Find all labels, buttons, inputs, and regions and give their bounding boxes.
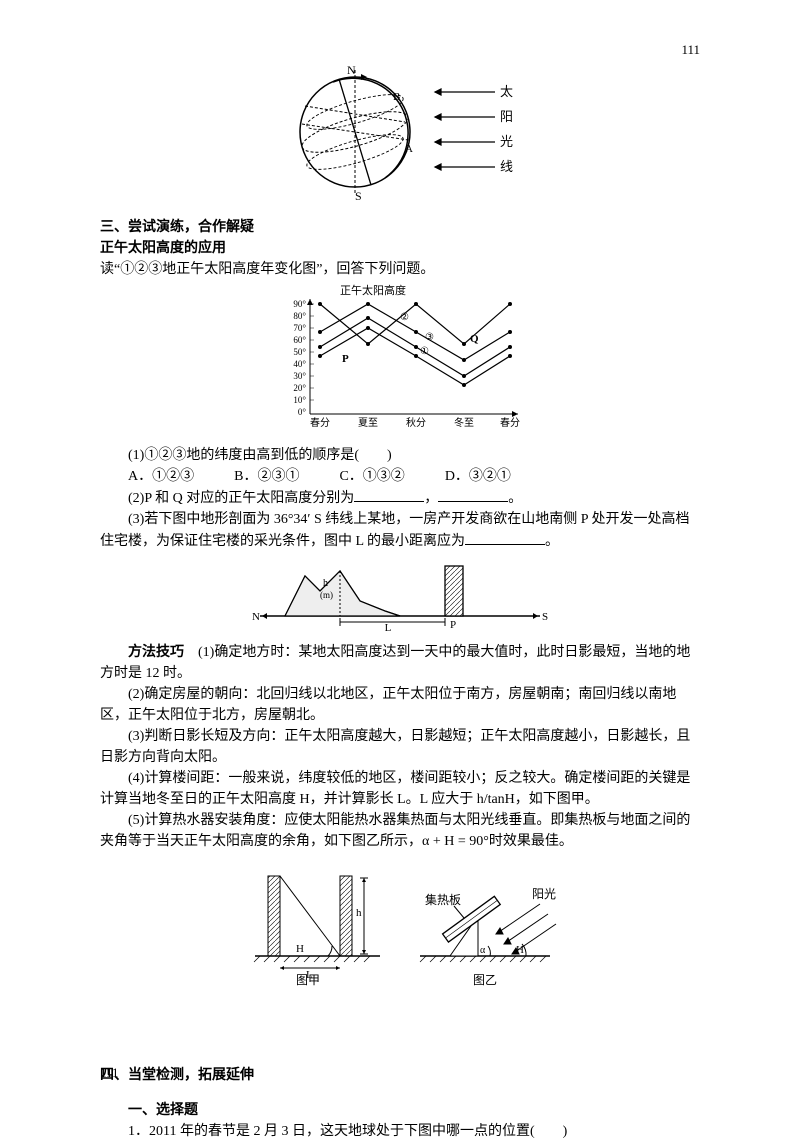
svg-text:h: h [356, 907, 362, 919]
opt-D[interactable]: D．③②① [445, 466, 511, 487]
page: 111 N S B A [0, 0, 800, 1132]
q3: (3)若下图中地形剖面为 36°34′ S 纬线上某地，一房产开发商欲在山地南侧… [100, 509, 700, 552]
svg-text:集热板: 集热板 [425, 892, 461, 907]
svg-text:N: N [252, 611, 260, 623]
svg-text:图甲: 图甲 [296, 973, 320, 986]
page-number-top: 111 [681, 40, 700, 60]
section3-subtitle: 正午太阳高度的应用 [100, 238, 700, 259]
svg-text:80°: 80° [293, 311, 306, 321]
svg-text:①: ① [420, 346, 429, 357]
svg-text:70°: 70° [293, 323, 306, 333]
svg-text:P: P [342, 353, 349, 365]
svg-text:春分: 春分 [500, 417, 520, 429]
m4: (4)计算楼间距：一般来说，纬度较低的地区，楼间距较小；反之较大。确定楼间距的关… [100, 768, 700, 810]
q1-stem: (1)①②③地的纬度由高到低的顺序是( ) [100, 445, 700, 466]
opt-C[interactable]: C．①③② [339, 466, 404, 487]
svg-text:光: 光 [500, 134, 513, 149]
label-A: A [405, 143, 413, 155]
section3-title: 三、尝试演练，合作解疑 [100, 217, 700, 238]
svg-text:线: 线 [500, 159, 513, 174]
section4-title: 四、当堂检测，拓展延伸 [100, 1065, 700, 1086]
figure-profile: N S h (m) L P [100, 556, 700, 638]
svg-text:30°: 30° [293, 371, 306, 381]
blank-P[interactable] [354, 487, 424, 502]
svg-text:阳光: 阳光 [532, 887, 556, 901]
label-N: N [347, 63, 356, 77]
m5: (5)计算热水器安装角度：应使太阳能热水器集热面与太阳光线垂直。即集热板与地面之… [100, 810, 700, 852]
svg-text:0°: 0° [298, 407, 307, 417]
label-B: B [393, 91, 400, 103]
blank-L[interactable] [465, 530, 545, 545]
page-number-bottom: 111 [100, 1063, 119, 1083]
svg-text:②: ② [400, 312, 409, 323]
opt-A[interactable]: A．①②③ [128, 466, 194, 487]
svg-text:(m): (m) [320, 590, 333, 600]
section4-sub: 一、选择题 [100, 1100, 700, 1121]
section3-intro: 读“①②③地正午太阳高度年变化图”，回答下列问题。 [100, 259, 700, 280]
figure-chart: 正午太阳高度 90° 80° 70° 60° 50° 40° 30° 20° 1… [100, 284, 700, 441]
opt-B[interactable]: B．②③① [234, 466, 299, 487]
svg-text:60°: 60° [293, 335, 306, 345]
svg-text:10°: 10° [293, 395, 306, 405]
figure-pair: H L h 图甲 [100, 856, 700, 993]
svg-text:h: h [323, 578, 328, 589]
m2: (2)确定房屋的朝向：北回归线以北地区，正午太阳位于南方，房屋朝南；南回归线以南… [100, 684, 700, 726]
svg-text:90°: 90° [293, 299, 306, 309]
svg-text:α: α [480, 945, 486, 956]
svg-text:S: S [542, 611, 548, 623]
svg-text:夏至: 夏至 [358, 417, 378, 429]
svg-text:太: 太 [500, 84, 513, 99]
svg-text:正午太阳高度: 正午太阳高度 [340, 284, 406, 297]
svg-text:H: H [516, 944, 524, 956]
svg-text:春分: 春分 [310, 417, 330, 429]
svg-text:冬至: 冬至 [454, 416, 474, 429]
svg-text:50°: 50° [293, 347, 306, 357]
svg-text:阳: 阳 [500, 109, 513, 124]
svg-text:③: ③ [425, 332, 434, 343]
svg-text:H: H [296, 943, 304, 955]
label-S: S [355, 189, 362, 202]
blank-Q[interactable] [438, 487, 508, 502]
svg-text:L: L [385, 622, 392, 631]
svg-text:40°: 40° [293, 359, 306, 369]
svg-text:20°: 20° [293, 383, 306, 393]
q1-options: A．①②③ B．②③① C．①③② D．③②① [100, 466, 700, 487]
m3: (3)判断日影长短及方向：正午太阳高度越大，日影越短；正午太阳高度越小，日影越长… [100, 726, 700, 768]
q2: (2)P 和 Q 对应的正午太阳高度分别为，。 [100, 487, 700, 509]
svg-text:P: P [450, 619, 456, 631]
figure-globe: N S B A 太 阳 光 线 [100, 62, 700, 209]
methods: 方法技巧 (1)确定地方时：某地太阳高度达到一天中的最大值时，此时日影最短，当地… [100, 642, 700, 684]
content: N S B A 太 阳 光 线 三、尝试演练，合作解疑 正午太阳高度的应用 读 [100, 62, 700, 1142]
svg-text:图乙: 图乙 [473, 973, 497, 986]
svg-text:Q: Q [470, 333, 479, 345]
svg-text:秋分: 秋分 [406, 416, 426, 429]
